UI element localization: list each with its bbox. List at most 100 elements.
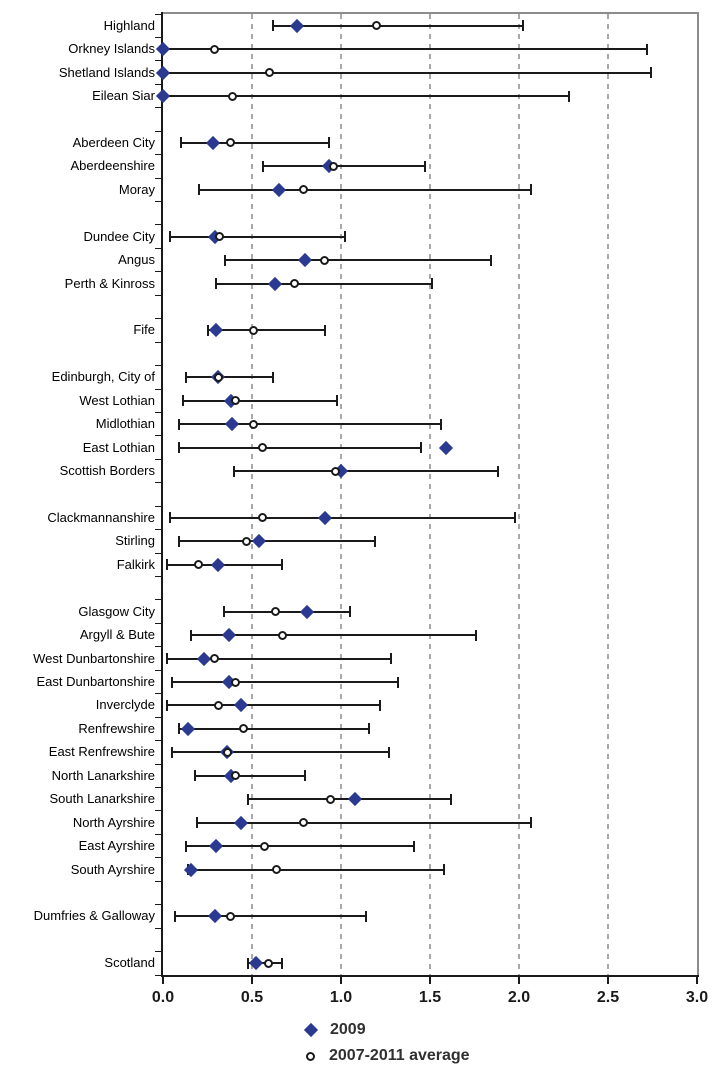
marker-average [231,677,241,687]
marker-average [226,911,236,921]
y-axis-tick [155,60,161,62]
marker-average [272,865,282,875]
range-bar [225,259,491,262]
range-bar [179,727,370,730]
gridline [251,14,253,975]
category-label: West Dunbartonshire [33,650,155,666]
y-axis-tick [155,951,161,953]
range-bar [170,235,345,238]
y-axis-tick [155,388,161,390]
y-axis-tick [155,716,161,718]
gridline [607,14,609,975]
range-cap-high [430,278,433,290]
range-bar [179,540,375,543]
legend-item-2009: 2009 [303,1021,366,1039]
marker-average [270,607,280,617]
x-axis-tick [251,977,253,984]
marker-average [226,138,236,148]
y-axis-tick [155,880,161,882]
y-axis-tick [155,458,161,460]
range-bar [196,821,532,824]
marker-average [331,466,341,476]
open-circle-icon [306,1051,315,1061]
x-axis-tick [162,977,164,984]
range-bar [166,657,391,660]
y-axis-tick [155,786,161,788]
y-axis-tick [155,177,161,179]
category-label: Scottish Borders [59,463,155,479]
marker-average [258,513,268,523]
range-cap-high [281,957,284,969]
range-cap-high [396,676,399,688]
y-axis-tick [155,599,161,601]
category-label: South Ayrshire [70,861,155,877]
category-label: East Renfrewshire [48,744,155,760]
y-axis-tick [155,201,161,202]
range-cap-high [521,20,524,32]
range-cap-low [165,559,168,571]
marker-2009 [155,88,171,104]
gridline [340,14,342,975]
range-bar [207,329,325,332]
marker-average [210,654,220,664]
y-axis-tick [155,13,161,15]
range-bar [195,774,306,777]
y-axis-tick [155,271,161,273]
y-axis-tick [155,341,161,343]
y-axis-tick [155,927,161,929]
range-bar [163,71,651,74]
marker-average [249,325,259,335]
marker-average [213,372,223,382]
marker-average [329,161,339,171]
y-axis-tick [155,365,161,367]
y-axis-tick [155,130,161,132]
range-cap-low [170,746,173,758]
range-bar [170,516,516,519]
range-cap-low [174,910,177,922]
y-axis-tick [155,646,161,648]
range-cap-high [323,324,326,336]
y-axis-tick [155,552,161,554]
marker-average [299,818,309,828]
category-label: South Lanarkshire [49,791,155,807]
range-cap-low [206,324,209,336]
range-cap-low [272,20,275,32]
y-axis-tick [155,107,161,109]
gridline [429,14,431,975]
range-cap-high [304,770,307,782]
range-cap-high [443,864,446,876]
range-cap-high [412,840,415,852]
y-axis-tick [155,411,161,413]
y-axis-tick [155,505,161,507]
y-axis-tick [155,576,161,578]
range-bar [262,165,425,168]
y-axis-tick [155,740,161,742]
y-axis-tick [155,247,161,249]
marker-2009 [196,651,212,666]
marker-2009 [221,628,236,643]
marker-average [290,279,300,289]
category-label: Fife [133,322,155,338]
y-axis-tick [155,904,161,906]
range-bar [175,915,366,918]
marker-2009 [268,276,283,291]
range-cap-high [343,231,346,243]
range-bar [186,845,414,848]
range-cap-low [185,371,188,383]
range-cap-high [646,43,649,55]
gridline [518,14,520,975]
marker-average [194,560,204,570]
y-axis-tick [155,435,161,437]
y-axis-tick [155,974,161,976]
range-cap-high [439,418,442,430]
y-axis-tick [155,83,161,85]
legend-label-average: 2007-2011 average [329,1047,470,1064]
category-label: West Lothian [79,392,155,408]
range-cap-high [496,465,499,477]
marker-average [320,255,330,265]
x-axis-tick [340,977,342,984]
range-cap-low [261,160,264,172]
y-axis-tick [155,763,161,765]
range-cap-low [169,512,172,524]
marker-average [299,185,309,195]
